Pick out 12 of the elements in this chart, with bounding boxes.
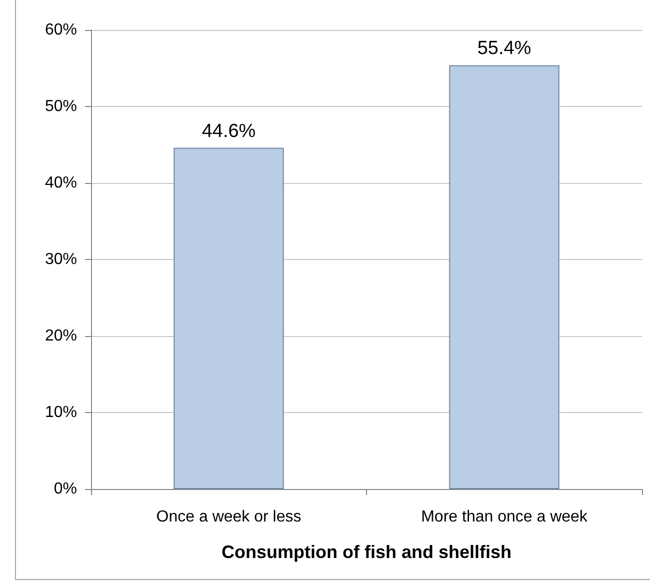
y-tick-label: 0% xyxy=(54,480,77,498)
y-tick-label: 50% xyxy=(44,98,77,115)
data-label: 44.6% xyxy=(202,120,256,142)
x-axis-title: Consumption of fish and shellfish xyxy=(222,542,512,562)
x-tick-label: More than once a week xyxy=(421,508,588,526)
x-tick-label: Once a week or less xyxy=(156,508,302,526)
y-tick-label: 20% xyxy=(44,328,77,344)
y-tick-label: 30% xyxy=(44,251,77,268)
y-tick-label: 60% xyxy=(44,22,77,38)
data-label: 55.4% xyxy=(477,38,532,60)
y-tick-label: 40% xyxy=(44,174,77,192)
y-tick-label: 10% xyxy=(44,404,77,421)
